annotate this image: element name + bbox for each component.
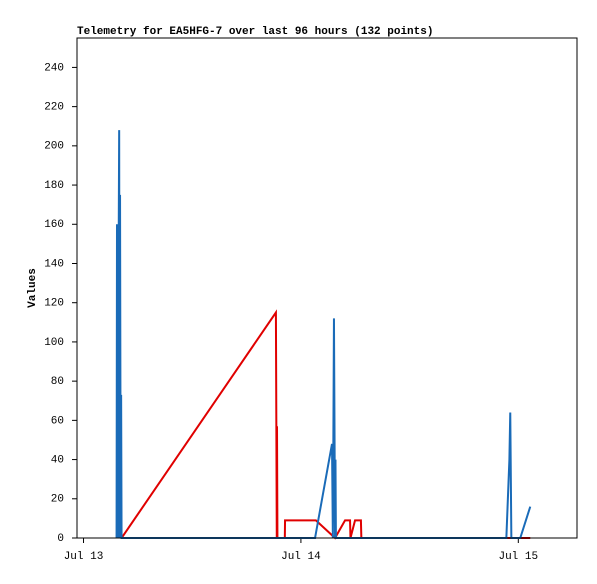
- y-tick-label: 0: [57, 533, 64, 545]
- x-tick-label: Jul 13: [64, 551, 104, 563]
- y-tick-label: 160: [44, 219, 64, 231]
- plot-frame: [76, 37, 578, 539]
- x-tick-label: Jul 14: [281, 551, 321, 563]
- y-tick-label: 80: [51, 376, 64, 388]
- chart-title: Telemetry for EA5HFG-7 over last 96 hour…: [77, 26, 433, 38]
- series-line: [120, 309, 531, 540]
- series-line: [115, 130, 532, 539]
- y-tick-label: 220: [44, 102, 64, 114]
- y-tick-label: 100: [44, 337, 64, 349]
- x-tick-label: Jul 15: [498, 551, 538, 563]
- y-axis-label: Values: [27, 268, 39, 308]
- y-tick-label: 40: [51, 454, 64, 466]
- y-tick-label: 180: [44, 180, 64, 192]
- y-tick-label: 200: [44, 141, 64, 153]
- y-tick-label: 140: [44, 258, 64, 270]
- y-tick-label: 240: [44, 62, 64, 74]
- y-tick-label: 60: [51, 415, 64, 427]
- y-tick-label: 20: [51, 494, 64, 506]
- y-tick-label: 120: [44, 298, 64, 310]
